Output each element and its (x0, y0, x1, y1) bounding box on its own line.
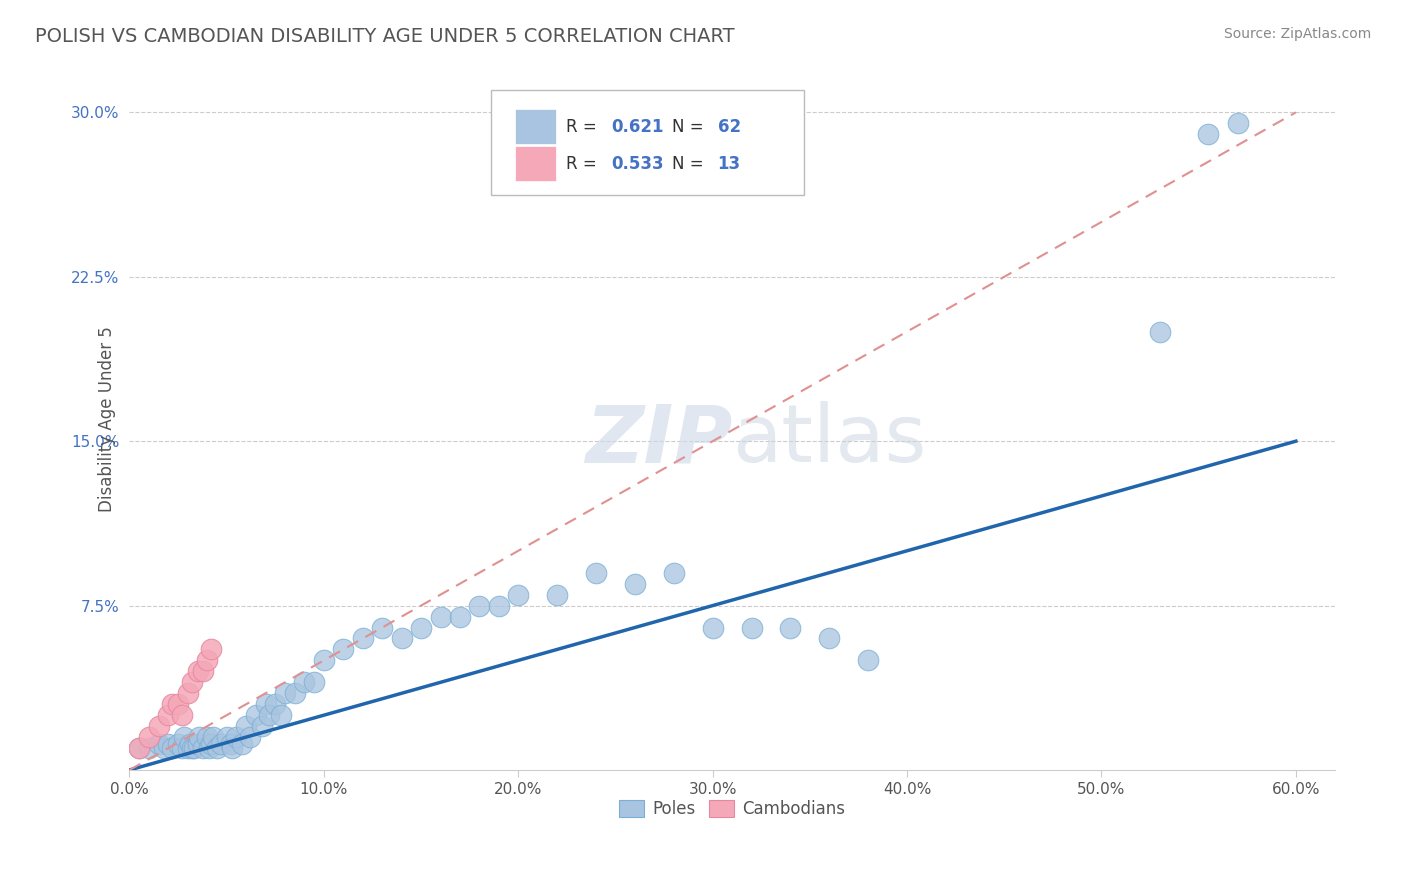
Point (170, 708, 193, 723)
Point (449, 609, 471, 624)
Text: 13: 13 (717, 155, 741, 173)
Point (148, 719, 170, 733)
Point (270, 708, 292, 723)
Point (239, 730, 262, 744)
Point (215, 730, 238, 744)
Point (312, 653, 335, 667)
Point (138, 741, 160, 756)
Point (429, 609, 451, 624)
Point (186, 737, 208, 751)
Point (741, 620, 763, 634)
Text: Source: ZipAtlas.com: Source: ZipAtlas.com (1223, 27, 1371, 41)
Point (198, 741, 221, 756)
Point (856, 653, 879, 667)
Text: POLISH VS CAMBODIAN DISABILITY AGE UNDER 5 CORRELATION CHART: POLISH VS CAMBODIAN DISABILITY AGE UNDER… (35, 27, 735, 45)
Text: R =: R = (565, 118, 602, 136)
FancyBboxPatch shape (491, 89, 804, 194)
Point (188, 730, 211, 744)
Point (160, 741, 183, 756)
Point (205, 741, 228, 756)
Point (235, 719, 257, 733)
Point (254, 698, 277, 712)
Point (193, 741, 215, 756)
Text: 62: 62 (717, 118, 741, 136)
Point (200, 642, 222, 657)
Point (332, 642, 354, 657)
Point (546, 588, 568, 602)
Text: N =: N = (672, 118, 709, 136)
Point (250, 719, 273, 733)
Point (294, 675, 316, 690)
Point (180, 741, 202, 756)
Point (662, 566, 685, 580)
Point (193, 665, 215, 679)
Point (170, 741, 193, 756)
Point (138, 730, 160, 744)
Point (177, 686, 200, 700)
Point (488, 599, 510, 613)
Point (702, 620, 724, 634)
Point (195, 730, 218, 744)
Text: 0.533: 0.533 (612, 155, 664, 173)
Point (153, 741, 176, 756)
Point (259, 708, 281, 723)
Point (209, 737, 232, 751)
Point (274, 686, 297, 700)
Text: R =: R = (565, 155, 602, 173)
FancyBboxPatch shape (515, 146, 557, 181)
Point (409, 620, 432, 634)
Point (302, 675, 325, 690)
Point (219, 737, 242, 751)
Point (128, 741, 150, 756)
Point (186, 665, 208, 679)
Point (167, 698, 190, 712)
Text: 0.621: 0.621 (612, 118, 664, 136)
Point (160, 698, 183, 712)
Point (468, 599, 491, 613)
Point (183, 741, 205, 756)
Legend: Poles, Cambodians: Poles, Cambodians (613, 793, 852, 825)
Point (585, 566, 607, 580)
Point (508, 588, 530, 602)
Point (157, 708, 180, 723)
Point (245, 708, 267, 723)
Point (202, 730, 225, 744)
Point (221, 741, 243, 756)
Point (225, 730, 247, 744)
Point (352, 632, 374, 646)
FancyBboxPatch shape (515, 109, 557, 144)
Point (157, 737, 180, 751)
Point (148, 737, 170, 751)
Point (195, 653, 218, 667)
Point (167, 737, 190, 751)
Point (177, 741, 200, 756)
Point (128, 741, 150, 756)
Y-axis label: Disability Age Under 5: Disability Age Under 5 (97, 326, 115, 512)
Text: ZIP: ZIP (585, 401, 733, 479)
Point (1149, 325, 1171, 339)
Point (179, 737, 201, 751)
Point (391, 632, 413, 646)
Text: atlas: atlas (733, 401, 927, 479)
Point (1197, 128, 1219, 142)
Point (624, 576, 647, 591)
Point (264, 698, 287, 712)
Point (173, 730, 195, 744)
Point (284, 686, 307, 700)
Point (371, 620, 394, 634)
Point (200, 737, 222, 751)
Text: N =: N = (672, 155, 709, 173)
Point (231, 737, 253, 751)
Point (818, 632, 841, 646)
Point (180, 675, 202, 690)
Point (779, 620, 801, 634)
Point (1226, 116, 1249, 130)
